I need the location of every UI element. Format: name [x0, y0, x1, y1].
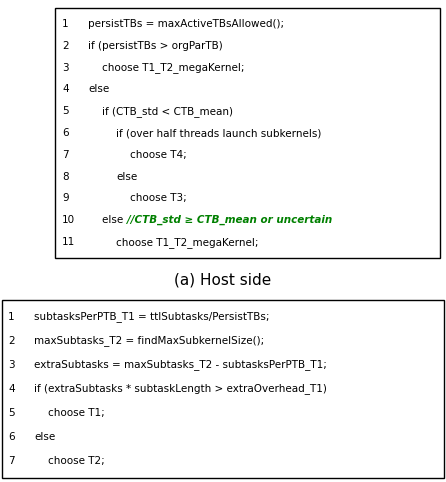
Text: 1: 1: [62, 19, 69, 29]
Text: if (persistTBs > orgParTB): if (persistTBs > orgParTB): [88, 40, 223, 51]
Text: 3: 3: [62, 63, 69, 73]
Text: 7: 7: [62, 150, 69, 160]
Text: maxSubtasks_T2 = findMaxSubkernelSize();: maxSubtasks_T2 = findMaxSubkernelSize();: [34, 335, 264, 347]
Text: if (CTB_std < CTB_mean): if (CTB_std < CTB_mean): [102, 106, 233, 117]
Text: 11: 11: [62, 237, 75, 247]
Text: 9: 9: [62, 193, 69, 203]
Text: 4: 4: [8, 384, 15, 394]
Text: 10: 10: [62, 215, 75, 225]
Text: else: else: [88, 84, 109, 94]
Text: 6: 6: [8, 432, 15, 442]
Text: else: else: [116, 172, 137, 182]
Text: extraSubtasks = maxSubtasks_T2 - subtasksPerPTB_T1;: extraSubtasks = maxSubtasks_T2 - subtask…: [34, 360, 327, 371]
Text: persistTBs = maxActiveTBsAllowed();: persistTBs = maxActiveTBsAllowed();: [88, 19, 284, 29]
Text: //CTB_std ≥ CTB_mean or uncertain: //CTB_std ≥ CTB_mean or uncertain: [127, 215, 332, 226]
Text: 8: 8: [62, 172, 69, 182]
Bar: [2, 300, 444, 478]
Text: 5: 5: [62, 106, 69, 116]
Text: 2: 2: [62, 40, 69, 51]
Text: if (extraSubtasks * subtaskLength > extraOverhead_T1): if (extraSubtasks * subtaskLength > extr…: [34, 384, 327, 394]
Text: 4: 4: [62, 84, 69, 94]
Text: subtasksPerPTB_T1 = ttlSubtasks/PersistTBs;: subtasksPerPTB_T1 = ttlSubtasks/PersistT…: [34, 311, 269, 322]
Text: choose T2;: choose T2;: [48, 456, 105, 466]
Text: choose T1_T2_megaKernel;: choose T1_T2_megaKernel;: [116, 237, 259, 248]
Text: 6: 6: [62, 128, 69, 138]
Text: else: else: [102, 215, 127, 225]
Text: 5: 5: [8, 408, 15, 418]
Text: choose T1_T2_megaKernel;: choose T1_T2_megaKernel;: [102, 62, 244, 73]
Text: 7: 7: [8, 456, 15, 466]
Text: else: else: [34, 432, 55, 442]
Text: 3: 3: [8, 360, 15, 370]
Text: choose T4;: choose T4;: [130, 150, 187, 160]
Text: if (over half threads launch subkernels): if (over half threads launch subkernels): [116, 128, 322, 138]
Text: choose T3;: choose T3;: [130, 193, 187, 203]
Text: choose T1;: choose T1;: [48, 408, 105, 418]
Text: 1: 1: [8, 312, 15, 322]
Text: (a) Host side: (a) Host side: [174, 272, 272, 287]
Bar: [55, 8, 440, 258]
Text: 2: 2: [8, 336, 15, 346]
